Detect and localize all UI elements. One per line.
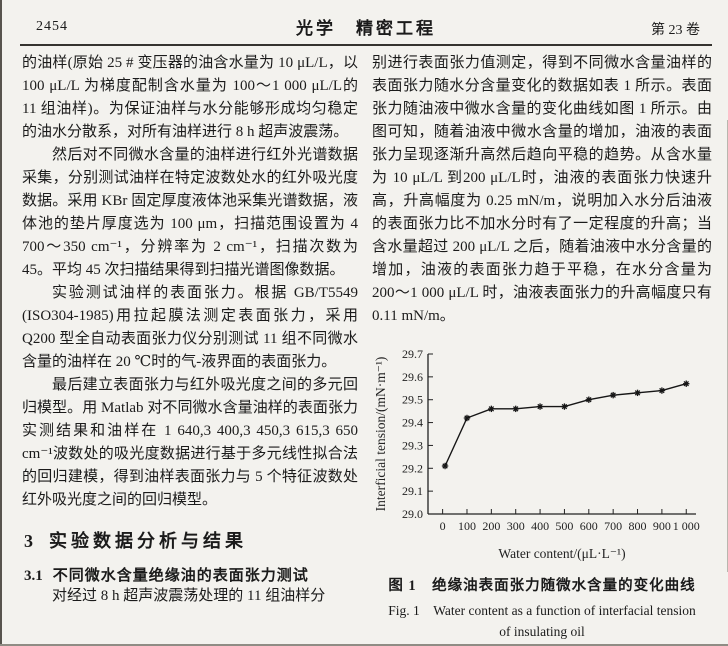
svg-text:29.5: 29.5: [402, 393, 423, 407]
figure-caption-zh: 图 1 绝缘油表面张力随微水含量的变化曲线: [388, 578, 696, 594]
svg-text:100: 100: [458, 519, 476, 533]
svg-text:29.6: 29.6: [402, 370, 423, 384]
left-column: 的油样(原始 25 # 变压器的油含水量为 10 μL/L，以 100 μL/L…: [22, 52, 358, 608]
svg-text:29.7: 29.7: [402, 347, 423, 361]
page-header: 2454 光学 精密工程 第 23 卷: [30, 10, 702, 42]
page-number: 2454: [36, 19, 68, 34]
svg-text:Interficial tension/(mN·m⁻¹): Interficial tension/(mN·m⁻¹): [373, 357, 388, 512]
paragraph: 然后对不同微水含量的油样进行红外光谱数据采集，分别测试油样在特定波数处水的红外吸…: [22, 147, 358, 278]
svg-text:900: 900: [653, 519, 671, 533]
svg-text:29.4: 29.4: [402, 416, 423, 430]
paragraph: 最后建立表面张力与红外吸光度之间的多元回归模型。用 Matlab 对不同微水含量…: [22, 377, 358, 508]
figure-chart: 29.0 29.1 29.2 29.3 29.4 29.5 29.6 29.7 0 100 200 3…: [373, 347, 700, 561]
figure-1: 29.0 29.1 29.2 29.3 29.4 29.5 29.6 29.7 0 100 200 3…: [372, 342, 712, 642]
subsection-number: 3.1: [24, 568, 43, 584]
svg-text:29.0: 29.0: [402, 507, 423, 521]
figure-caption-en-line2: of insulating oil: [499, 624, 585, 639]
svg-text:800: 800: [629, 519, 647, 533]
header-rule: [20, 44, 712, 46]
svg-text:500: 500: [555, 519, 573, 533]
svg-text:400: 400: [531, 519, 549, 533]
svg-text:29.2: 29.2: [402, 461, 423, 475]
section-title: 实验数据分析与结果: [49, 531, 247, 551]
scan-edge-bottom: [0, 644, 728, 646]
svg-text:300: 300: [507, 519, 525, 533]
subsection-title: 不同微水含量绝缘油的表面张力测试: [52, 568, 309, 584]
figure-caption-en-line1: Fig. 1 Water content as a function of in…: [388, 603, 696, 618]
section-number: 3: [24, 531, 33, 551]
paragraph: 的油样(原始 25 # 变压器的油含水量为 10 μL/L，以 100 μL/L…: [22, 55, 358, 140]
subsection-heading: 3.1 不同微水含量绝缘油的表面张力测试: [24, 564, 358, 585]
svg-text:29.3: 29.3: [402, 438, 423, 452]
figure-caption-en: Fig. 1 Water content as a function of in…: [372, 600, 712, 642]
svg-text:200: 200: [482, 519, 500, 533]
paragraph: 对经过 8 h 超声波震荡处理的 11 组油样分: [52, 588, 326, 604]
svg-text:1 000: 1 000: [673, 519, 700, 533]
paragraph: 实验测试油样的表面张力。根据 GB/T5549 (ISO304-1985)用拉起…: [22, 285, 358, 370]
svg-text:Water content/(μL·L⁻¹): Water content/(μL·L⁻¹): [498, 546, 625, 561]
svg-text:0: 0: [440, 519, 446, 533]
paragraph: 别进行表面张力值测定，得到不同微水含量油样的表面张力随水分含量变化的数据如表 1…: [372, 55, 712, 324]
svg-text:700: 700: [604, 519, 622, 533]
scan-edge-left: [0, 0, 2, 646]
volume-label: 第 23 卷: [651, 23, 700, 38]
svg-text:29.1: 29.1: [402, 484, 423, 498]
journal-title: 光学 精密工程: [296, 19, 436, 38]
svg-text:600: 600: [580, 519, 598, 533]
right-column: 别进行表面张力值测定，得到不同微水含量油样的表面张力随水分含量变化的数据如表 1…: [372, 52, 712, 642]
section-heading: 3 实验数据分析与结果: [24, 527, 358, 553]
